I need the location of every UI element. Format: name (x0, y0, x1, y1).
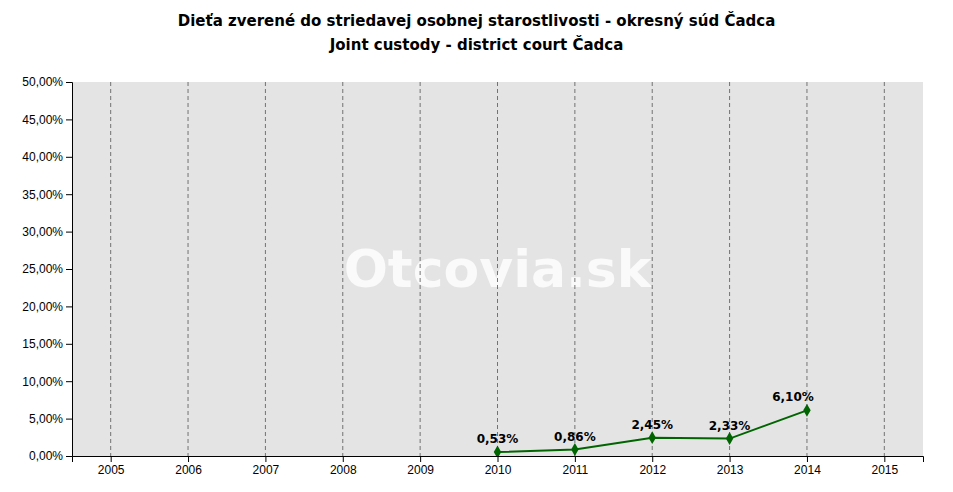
tick-mark (66, 194, 72, 195)
tick-mark (66, 269, 72, 270)
data-label: 2,45% (631, 418, 673, 432)
tick-label: 2014 (794, 463, 821, 477)
tick: 35,00% (22, 188, 72, 202)
tick-label: 10,00% (22, 375, 63, 389)
tick: 2011 (562, 456, 588, 477)
tick-label: 45,00% (22, 113, 63, 127)
tick-mark (66, 419, 72, 420)
x-axis: 2005 2006 2007 2008 2009 2010 2011 2012 2013 2014… (73, 456, 924, 477)
tick: 50,00% (22, 75, 72, 89)
tick-mark (66, 157, 72, 158)
grid-line (420, 82, 421, 456)
tick-mark (884, 456, 885, 462)
tick: 20,00% (22, 300, 72, 314)
data-labels: 0,53% 0,86% 2,45% 2,33% 6,10% (477, 390, 814, 446)
tick: 30,00% (22, 225, 72, 239)
tick-mark (66, 119, 72, 120)
grid-line (884, 82, 885, 456)
tick-mark (66, 456, 72, 457)
tick-label: 30,00% (22, 225, 63, 239)
tick: 2013 (717, 456, 744, 477)
tick-label: 50,00% (22, 75, 63, 89)
tick-label: 2007 (253, 463, 280, 477)
grid-line (188, 82, 189, 456)
point (571, 443, 578, 456)
data-label: 0,86% (554, 430, 596, 444)
tick-label: 2013 (717, 463, 744, 477)
data-label: 0,53% (477, 432, 519, 446)
data-label: 6,10% (772, 390, 814, 404)
point (649, 431, 656, 444)
tick: 2010 (485, 456, 512, 477)
plot: Otcovia.sk200520062007200820092010201120… (22, 75, 923, 476)
tick-mark (730, 456, 731, 462)
title: Dieťa zverené do striedavej osobnej star… (178, 11, 776, 30)
tick: 2009 (407, 456, 434, 477)
tick-mark (66, 381, 72, 382)
marks (494, 404, 811, 456)
tick: 25,00% (22, 262, 72, 276)
tick: 2015 (871, 456, 898, 477)
grid-line (574, 82, 575, 456)
tick-label: 2012 (639, 463, 666, 477)
line (498, 410, 807, 452)
tick: 40,00% (22, 150, 72, 164)
tick-mark (265, 456, 266, 462)
chart: Dieťa zverené do striedavej osobnej star… (0, 0, 953, 492)
tick-label: 40,00% (22, 150, 63, 164)
tick-label: 2010 (485, 463, 512, 477)
tick: 2006 (175, 456, 202, 477)
tick: 2008 (330, 456, 357, 477)
tick-label: 2006 (175, 463, 202, 477)
tick-mark (188, 456, 189, 462)
data-label: 2,33% (709, 419, 751, 433)
tick-label: 2005 (98, 463, 125, 477)
tick-label: 20,00% (22, 300, 63, 314)
axis-line (66, 83, 73, 457)
tick-mark (66, 82, 72, 83)
point (726, 432, 733, 445)
tick: 0,00% (29, 449, 72, 463)
tick-label: 25,00% (22, 262, 63, 276)
tick-label: 5,00% (29, 412, 63, 426)
point (803, 404, 810, 417)
tick-label: 2008 (330, 463, 357, 477)
tick-label: 2009 (407, 463, 434, 477)
tick-mark (807, 456, 808, 462)
tick-label: 35,00% (22, 188, 63, 202)
grid-line (265, 82, 266, 456)
tick-label: 15,00% (22, 337, 63, 351)
tick-mark (652, 456, 653, 462)
tick: 15,00% (22, 337, 72, 351)
tick-mark (66, 306, 72, 307)
tick: 2014 (794, 456, 821, 477)
tick: 45,00% (22, 113, 72, 127)
y-axis: 0,00% 5,00% 10,00% 15,00% 20,00% 25,00% 30,00%… (22, 75, 72, 463)
watermark: Otcovia.sk (344, 239, 653, 299)
grid-line (497, 82, 498, 456)
grid-line (652, 82, 653, 456)
tick: 10,00% (22, 375, 72, 389)
grid-line (729, 82, 730, 456)
tick-mark (420, 456, 421, 462)
tick-label: 2015 (871, 463, 898, 477)
tick-label: 2011 (562, 463, 588, 477)
point (494, 446, 501, 456)
tick-mark (66, 232, 72, 233)
grid-line (110, 82, 111, 456)
tick-mark (575, 456, 576, 462)
tick: 2005 (98, 456, 125, 477)
tick-mark (66, 344, 72, 345)
tick-mark (498, 456, 499, 462)
grid-line (342, 82, 343, 456)
tick-label: 0,00% (29, 449, 63, 463)
tick-mark (343, 456, 344, 462)
subtitle: Joint custody - district court Čadca (329, 35, 624, 54)
tick: 5,00% (29, 412, 72, 426)
tick: 2007 (253, 456, 280, 477)
tick: 2012 (639, 456, 666, 477)
tick-mark (111, 456, 112, 462)
plot-background (72, 82, 923, 456)
axis-line (73, 457, 924, 463)
